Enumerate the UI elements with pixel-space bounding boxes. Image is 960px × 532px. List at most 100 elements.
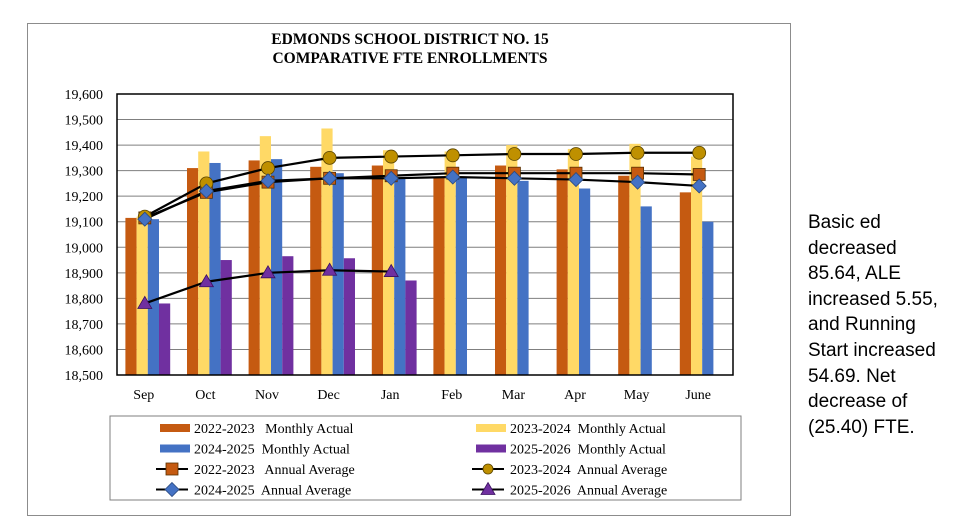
bar-3-sep (159, 303, 171, 375)
legend-swatch (160, 444, 190, 453)
bar-1-apr (567, 148, 579, 375)
bar-0-june (679, 192, 691, 375)
legend-item: 2022-2023 Monthly Actual (160, 422, 354, 437)
y-tick-label: 19,400 (65, 139, 104, 154)
avg-line-circle (144, 151, 700, 218)
y-tick-label: 19,100 (65, 216, 104, 231)
bar-3-nov (282, 256, 294, 375)
x-tick-label: Jan (381, 388, 400, 403)
circle-marker-mar (507, 147, 522, 161)
y-tick-label: 19,300 (65, 165, 104, 180)
circle-marker-apr (569, 147, 583, 161)
bar-2-may (640, 206, 652, 375)
bar-2-dec (332, 173, 344, 375)
diamond-marker-dec (322, 170, 338, 186)
legend-item: 2025-2026 Annual Average (472, 481, 667, 499)
bar-0-nov (248, 160, 260, 375)
bar-1-nov (259, 136, 271, 375)
bar-2-mar (517, 180, 529, 375)
y-tick-label: 18,500 (65, 369, 104, 384)
y-tick-label: 18,700 (65, 318, 104, 333)
legend-label: 2024-2025 Annual Average (194, 484, 351, 499)
legend-label: 2022-2023 Annual Average (194, 463, 355, 478)
legend-swatch (476, 444, 506, 453)
bar-0-sep (125, 217, 137, 375)
legend-label: 2025-2026 Annual Average (510, 484, 667, 499)
x-tick-label: Mar (502, 388, 526, 403)
bar-2-oct (209, 162, 221, 375)
circle-marker-jan (384, 149, 399, 164)
legend-item: 2022-2023 Annual Average (156, 462, 355, 478)
legend-swatch (476, 424, 506, 432)
legend-square-icon (165, 462, 179, 476)
side-note-text: Basic ed decreased 85.64, ALE increased … (808, 212, 938, 438)
bar-2-nov (271, 159, 283, 375)
x-tick-label: Dec (317, 388, 340, 403)
bar-3-dec (343, 258, 355, 375)
y-tick-label: 19,200 (65, 190, 104, 205)
y-tick-label: 19,000 (65, 241, 104, 256)
diamond-marker-nov (260, 173, 276, 189)
bar-1-june (691, 156, 703, 375)
legend-diamond-icon (164, 481, 180, 498)
circle-marker-feb (445, 148, 460, 163)
bar-0-mar (495, 165, 507, 375)
diamond-marker-feb (445, 169, 461, 185)
legend-item: 2024-2025 Annual Average (156, 481, 351, 499)
legend-box (109, 415, 742, 501)
diamond-marker-june (691, 178, 707, 194)
diamond-marker-apr (568, 172, 584, 188)
bar-1-feb (444, 151, 456, 375)
x-tick-label: Feb (441, 388, 462, 403)
bar-0-oct (187, 168, 199, 375)
bar-1-dec (321, 128, 333, 375)
diamond-marker-mar (506, 170, 522, 186)
bar-3-oct (220, 260, 232, 375)
triangle-marker-jan (383, 263, 399, 277)
legend-circle-icon (482, 463, 494, 475)
legend-swatch (160, 424, 190, 432)
diamond-marker-jan (383, 170, 399, 186)
bar-1-sep (136, 216, 148, 375)
x-tick-label: Apr (564, 388, 586, 403)
legend-item: 2024-2025 Monthly Actual (160, 443, 350, 458)
bar-2-apr (579, 188, 591, 375)
bar-1-jan (383, 150, 395, 375)
x-tick-label: Sep (133, 388, 154, 403)
legend-label: 2025-2026 Monthly Actual (510, 443, 666, 458)
x-tick-label: Nov (255, 388, 279, 403)
plot-area (116, 93, 734, 376)
legend-label: 2024-2025 Monthly Actual (194, 443, 350, 458)
diamond-marker-may (630, 174, 646, 190)
y-tick-label: 19,500 (65, 114, 104, 129)
diamond-marker-sep (137, 211, 153, 227)
x-tick-label: Oct (195, 388, 215, 403)
bar-2-jan (394, 178, 406, 375)
legend-triangle-icon (480, 481, 496, 495)
bar-0-may (618, 175, 630, 375)
triangle-marker-sep (137, 295, 153, 309)
legend-label: 2023-2024 Annual Average (510, 463, 667, 478)
y-tick-label: 18,900 (65, 267, 104, 282)
bar-0-feb (433, 177, 445, 375)
y-tick-label: 18,600 (65, 343, 104, 358)
bar-0-apr (556, 169, 568, 375)
chart-title: EDMONDS SCHOOL DISTRICT NO. 15 (271, 31, 549, 48)
circle-marker-dec (322, 150, 337, 165)
circle-marker-nov (261, 161, 275, 175)
bar-1-mar (506, 145, 518, 375)
circle-marker-may (630, 145, 645, 160)
legend-item: 2023-2024 Annual Average (472, 463, 667, 478)
y-tick-label: 19,600 (65, 88, 104, 103)
diamond-marker-oct (198, 183, 214, 199)
bar-2-sep (147, 219, 159, 375)
bar-2-feb (455, 177, 467, 375)
legend-item: 2023-2024 Monthly Actual (476, 422, 666, 437)
circle-marker-june (692, 145, 707, 160)
legend-label: 2023-2024 Monthly Actual (510, 422, 666, 437)
legend-item: 2025-2026 Monthly Actual (476, 443, 666, 458)
triangle-marker-dec (321, 262, 338, 276)
bar-1-may (629, 143, 641, 375)
triangle-marker-oct (198, 273, 215, 288)
x-tick-label: June (685, 388, 711, 403)
